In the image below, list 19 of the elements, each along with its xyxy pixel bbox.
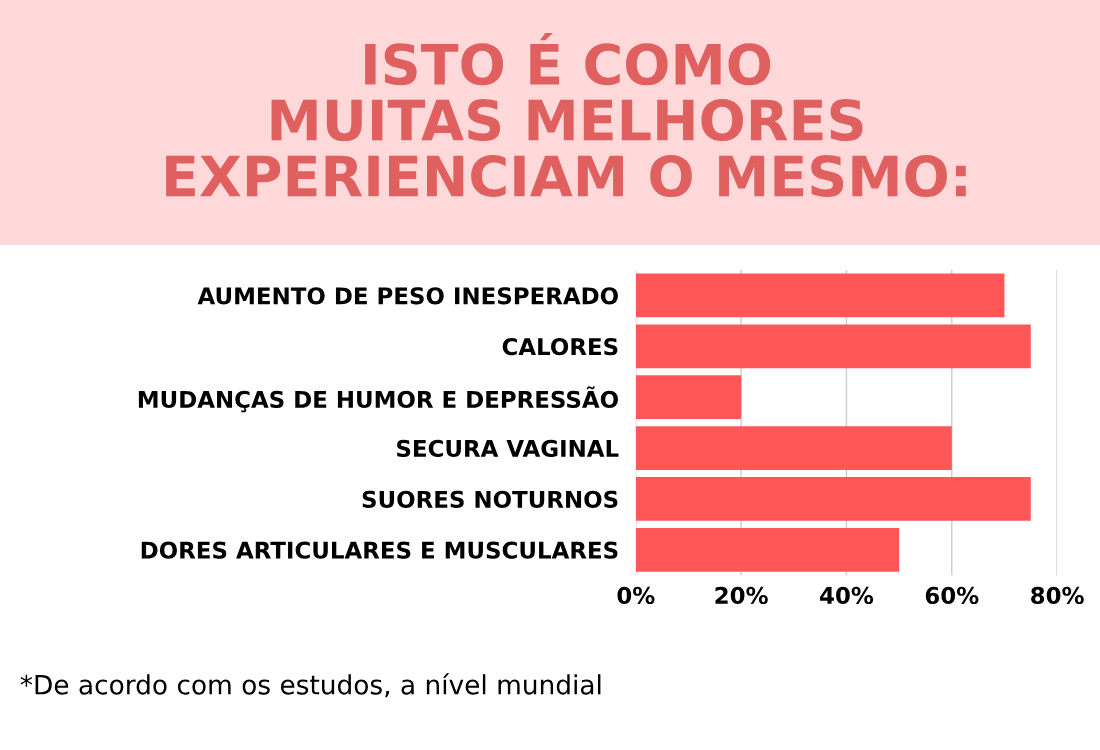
x-tick-label: 80%: [1031, 586, 1084, 605]
bar: [635, 324, 1031, 369]
y-tick-label: MUDANÇAS DE HUMOR E DEPRESSÃO: [138, 386, 618, 413]
x-tick-label: 0%: [617, 586, 655, 605]
bar: [635, 375, 742, 420]
text: *De acordo com os estudos, a nível mundial: [20, 673, 601, 698]
bar: [635, 426, 952, 470]
y-tick-label: AUMENTO DE PESO INESPERADO: [197, 287, 618, 305]
y-tick-label: DORES ARTICULARES E MUSCULARES: [141, 541, 618, 559]
y-tick-label: CALORES: [502, 338, 618, 356]
bar: [635, 527, 900, 572]
bar: [635, 477, 1031, 521]
bar: [635, 273, 1005, 318]
y-tick-label: SECURA VAGINAL: [397, 439, 619, 458]
x-tick-label: 60%: [925, 586, 979, 605]
chart-title: ISTO É COMO MUITAS MELHORES EXPERIENCIAM O MESMO:: [166, 33, 966, 197]
x-tick-label: 40%: [820, 586, 874, 605]
x-tick-label: 20%: [715, 586, 768, 605]
y-tick-label: SUORES NOTURNOS: [362, 490, 618, 508]
